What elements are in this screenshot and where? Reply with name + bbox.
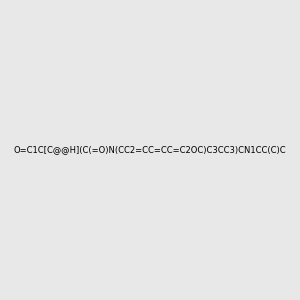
Text: O=C1C[C@@H](C(=O)N(CC2=CC=CC=C2OC)C3CC3)CN1CC(C)C: O=C1C[C@@H](C(=O)N(CC2=CC=CC=C2OC)C3CC3)… [14,146,286,154]
